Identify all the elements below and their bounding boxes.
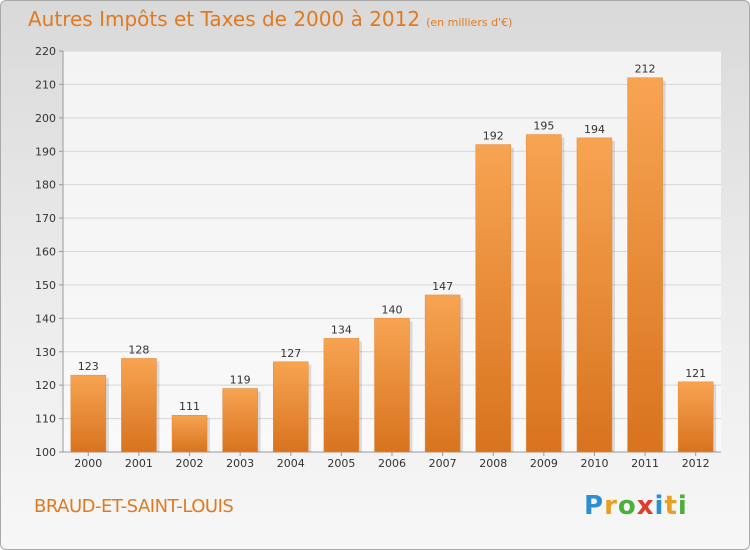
bar-value-label: 212 [635, 63, 656, 76]
chart-title-text: Autres Impôts et Taxes de 2000 à 2012 [28, 7, 421, 31]
bar-value-label: 140 [382, 303, 403, 316]
bar-value-label: 123 [78, 360, 99, 373]
bar-value-label: 194 [584, 123, 605, 136]
x-tick-label: 2000 [74, 457, 102, 470]
bar-value-label: 111 [179, 400, 200, 413]
bar-2007 [424, 294, 461, 453]
bar-2005 [323, 338, 360, 453]
chart-title: Autres Impôts et Taxes de 2000 à 2012 (en… [28, 7, 512, 31]
bar-value-label: 134 [331, 323, 352, 336]
bar-2006 [374, 318, 410, 453]
y-tick-label: 100 [35, 446, 56, 459]
y-tick-label: 160 [35, 246, 56, 259]
logo-letter: P [584, 491, 605, 521]
x-tick-label: 2002 [176, 457, 204, 470]
bar-value-label: 195 [533, 120, 554, 133]
x-tick-label: 2001 [125, 457, 153, 470]
proxiti-logo: Proxiti [584, 491, 688, 521]
bar-2012 [677, 381, 714, 453]
bar-2003 [222, 388, 258, 453]
bar-2010 [576, 137, 613, 453]
bar-2009 [526, 134, 562, 453]
bar-value-label: 192 [483, 130, 504, 143]
x-tick-label: 2004 [277, 457, 305, 470]
y-tick-label: 150 [35, 279, 56, 292]
bar-value-label: 127 [280, 347, 301, 360]
logo-letter: i [654, 491, 665, 521]
town-name: BRAUD-ET-SAINT-LOUIS [34, 496, 234, 517]
x-tick-label: 2008 [479, 457, 507, 470]
x-tick-label: 2007 [429, 457, 457, 470]
x-tick-label: 2006 [378, 457, 406, 470]
bars: 123 128 111 119 127 134 140 147 192 195 194 212 121 [70, 63, 717, 453]
logo-letter: t [664, 491, 678, 521]
bar-value-label: 119 [230, 374, 251, 387]
logo-letter: o [617, 491, 637, 521]
bar-value-label: 147 [432, 280, 453, 293]
y-axis: 100 110 120 130 140 150 160 170 180 190 200 210 220 [35, 45, 721, 459]
x-tick-label: 2003 [226, 457, 254, 470]
x-tick-label: 2005 [327, 457, 355, 470]
y-tick-label: 170 [35, 212, 56, 225]
x-tick-label: 2012 [682, 457, 710, 470]
bar-2001 [121, 358, 157, 453]
bar-value-label: 128 [128, 343, 149, 356]
y-tick-label: 210 [35, 78, 56, 91]
logo-letter: x [636, 491, 655, 521]
bar-2011 [627, 77, 663, 453]
bar-2008 [475, 144, 511, 453]
y-tick-label: 120 [35, 379, 56, 392]
bar-value-label: 121 [685, 367, 706, 380]
bar-2000 [70, 374, 107, 453]
y-tick-label: 200 [35, 112, 56, 125]
bar-2004 [273, 361, 309, 453]
y-tick-label: 180 [35, 179, 56, 192]
x-tick-label: 2009 [530, 457, 558, 470]
y-tick-label: 190 [35, 145, 56, 158]
logo-letter: r [604, 491, 618, 521]
x-tick-label: 2010 [580, 457, 608, 470]
logo-letter: i [677, 491, 688, 521]
y-tick-label: 110 [35, 413, 56, 426]
y-tick-label: 220 [35, 45, 56, 58]
y-tick-label: 130 [35, 346, 56, 359]
x-tick-label: 2011 [631, 457, 659, 470]
bar-2002 [171, 414, 208, 453]
x-axis: 2000 2001 2002 2003 2004 2005 2006 2007 2008 2009… [74, 452, 710, 470]
chart-subtitle: (en milliers d'€) [426, 16, 513, 29]
y-tick-label: 140 [35, 312, 56, 325]
